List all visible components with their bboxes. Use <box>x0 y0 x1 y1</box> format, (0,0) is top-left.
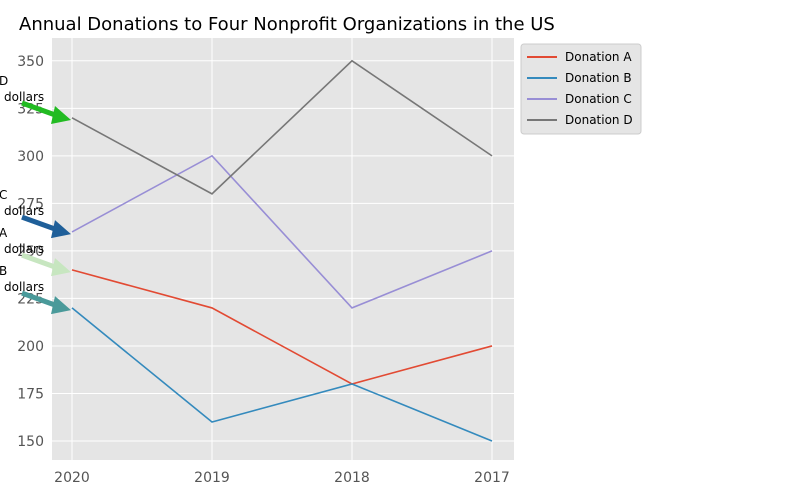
legend-label: Donation D <box>565 113 633 127</box>
annotation-arrow <box>21 214 59 233</box>
x-tick-label: 2020 <box>54 470 90 486</box>
annotation-label: D <box>0 74 8 88</box>
annotation-arrowhead <box>51 258 71 277</box>
series-line <box>71 59 493 195</box>
annotation-arrowhead <box>51 220 71 239</box>
x-tick-label: 2018 <box>334 470 370 486</box>
annotation-arrow <box>21 290 59 309</box>
y-tick-label: 200 <box>17 339 44 355</box>
annotation-unit: dollars <box>4 90 44 104</box>
y-tick-label: 275 <box>17 196 44 212</box>
annotation-unit: dollars <box>4 204 44 218</box>
y-tick-label: 150 <box>17 434 44 450</box>
y-tick-label: 350 <box>17 54 44 70</box>
x-tick-label: 2019 <box>194 470 230 486</box>
annotation-arrowhead <box>51 296 71 315</box>
legend-label: Donation B <box>565 71 632 85</box>
plot-area <box>52 38 514 460</box>
series-line <box>71 307 493 442</box>
y-tick-label: 300 <box>17 149 44 165</box>
legend: Donation A Donation B Donation C Donation D <box>520 43 642 135</box>
x-tick-label: 2017 <box>474 470 510 486</box>
annotation-label: A <box>0 226 8 240</box>
annotation-label: B <box>0 264 7 278</box>
annotation-unit: dollars <box>4 280 44 294</box>
legend-label: Donation A <box>565 50 632 64</box>
y-tick-label: 175 <box>17 386 44 402</box>
x-axis: 2020 2019 2018 2017 <box>54 470 510 486</box>
legend-label: Donation C <box>565 92 632 106</box>
annotation-arrow <box>21 100 59 119</box>
grid-lines <box>52 38 514 460</box>
annotation-arrowhead <box>51 106 71 125</box>
series-lines <box>71 59 493 442</box>
series-line <box>71 154 493 309</box>
legend-box <box>520 43 642 135</box>
annotation-arrow <box>21 252 59 271</box>
series-line <box>71 269 493 385</box>
annotation-unit: dollars <box>4 242 44 256</box>
chart-title: Annual Donations to Four Nonprofit Organ… <box>19 14 555 35</box>
annotation-label: C <box>0 188 7 202</box>
